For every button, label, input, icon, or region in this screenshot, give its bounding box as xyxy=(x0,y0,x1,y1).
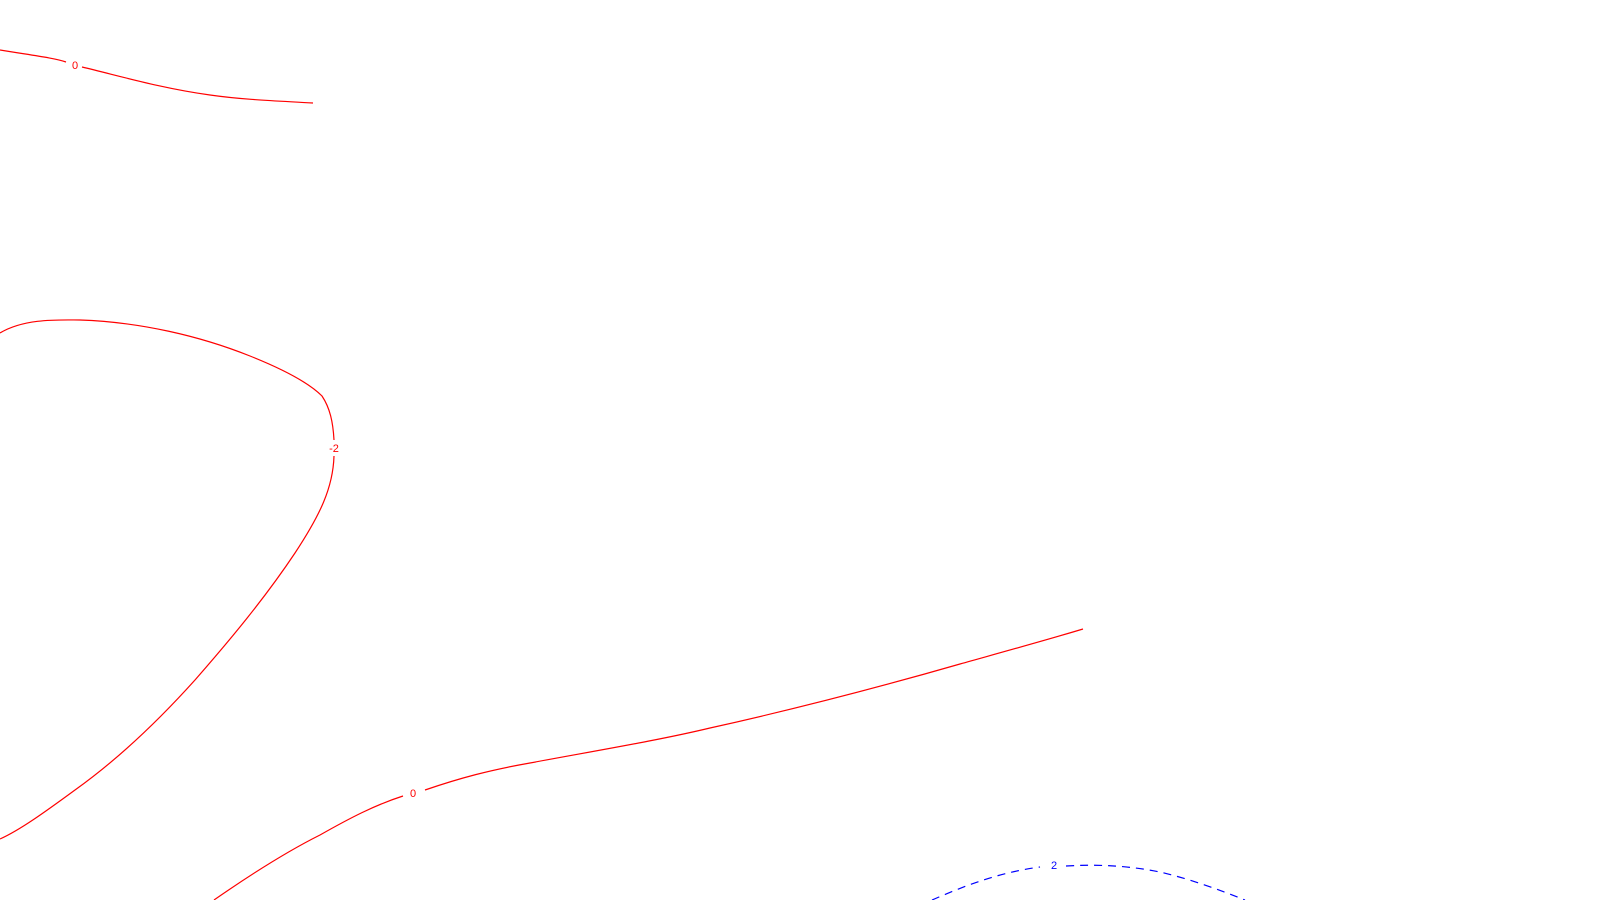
contour-path xyxy=(213,628,1084,900)
contour-path xyxy=(0,319,335,840)
contour-line-lower-middle: 0 xyxy=(213,628,1084,900)
contour-path xyxy=(0,49,314,104)
contour-label: -2 xyxy=(329,443,339,455)
contour-label: 0 xyxy=(72,60,78,72)
contour-line-lower-right: 2 xyxy=(931,860,1246,900)
contour-line-upper-left: 0 xyxy=(0,49,314,104)
contour-label: 0 xyxy=(410,788,416,800)
contour-line-left-loop: -2 xyxy=(0,319,339,840)
contour-path xyxy=(931,864,1246,900)
contour-label: 2 xyxy=(1051,860,1057,872)
